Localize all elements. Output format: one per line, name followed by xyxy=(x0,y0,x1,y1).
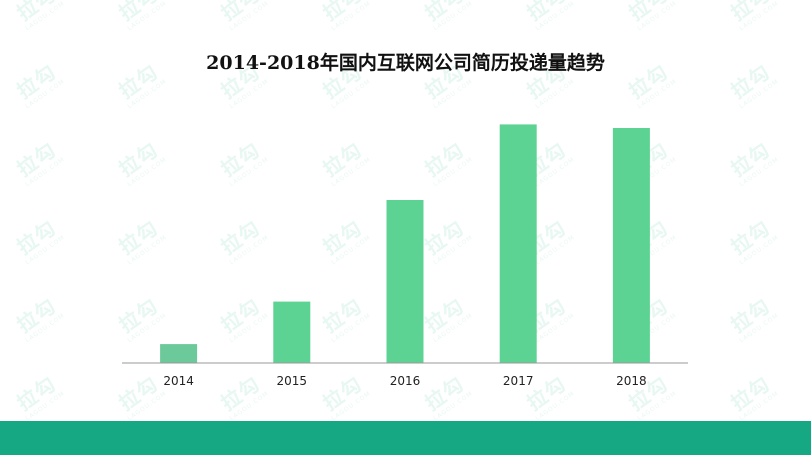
bar-2016 xyxy=(386,200,424,363)
bar-2017 xyxy=(499,124,537,364)
bar-2018 xyxy=(612,128,650,363)
bar-2015 xyxy=(273,301,311,363)
bar-chart: 2014 2015 2016 2017 2018 xyxy=(122,124,688,388)
chart-title: 2014-2018年国内互联网公司简历投递量趋势 xyxy=(206,52,605,74)
bar-2014 xyxy=(160,344,198,363)
x-tick-label-2016: 2016 xyxy=(390,374,421,388)
x-tick-label-2014: 2014 xyxy=(163,374,194,388)
x-tick-label-2018: 2018 xyxy=(616,374,647,388)
footer-band xyxy=(0,421,811,455)
x-tick-labels: 2014 2015 2016 2017 2018 xyxy=(163,374,646,388)
x-tick-label-2015: 2015 xyxy=(277,374,308,388)
bars-group xyxy=(160,124,650,364)
x-tick-label-2017: 2017 xyxy=(503,374,534,388)
